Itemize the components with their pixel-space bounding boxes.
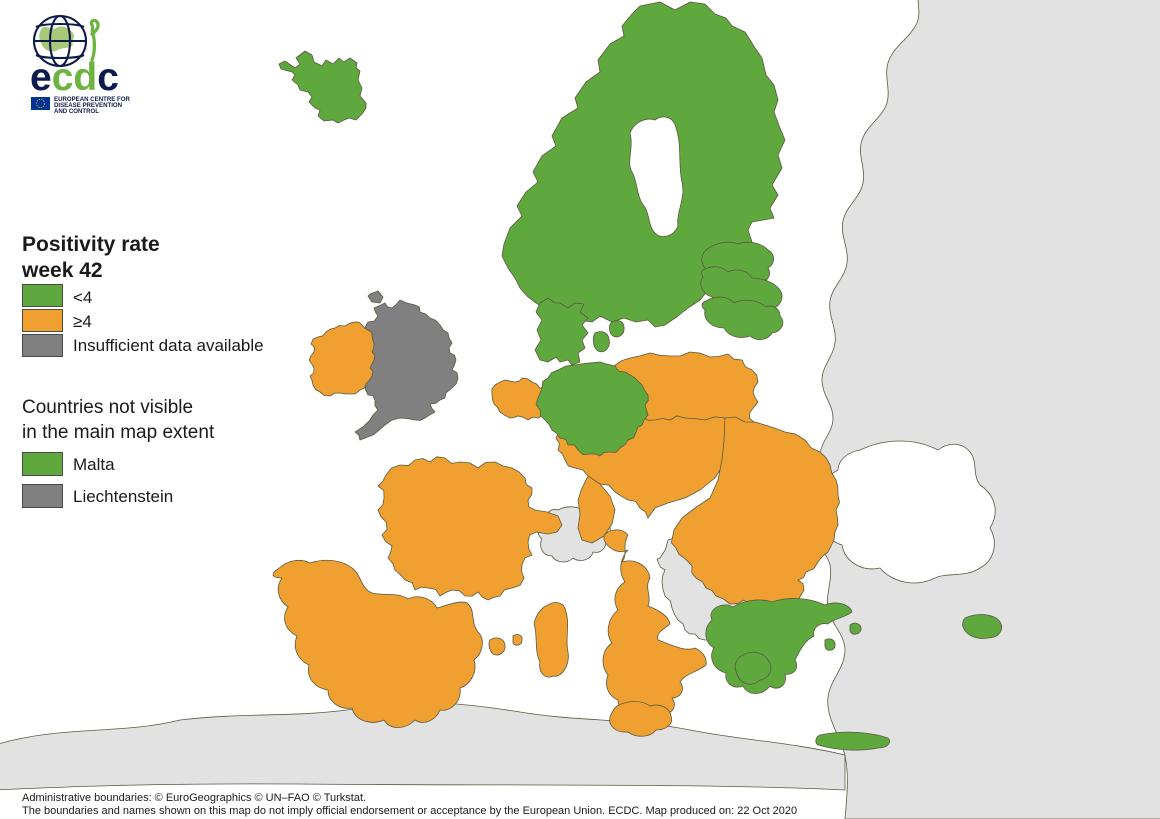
svg-text:AND CONTROL: AND CONTROL <box>54 108 99 114</box>
svg-text:ecdc: ecdc <box>30 56 119 99</box>
